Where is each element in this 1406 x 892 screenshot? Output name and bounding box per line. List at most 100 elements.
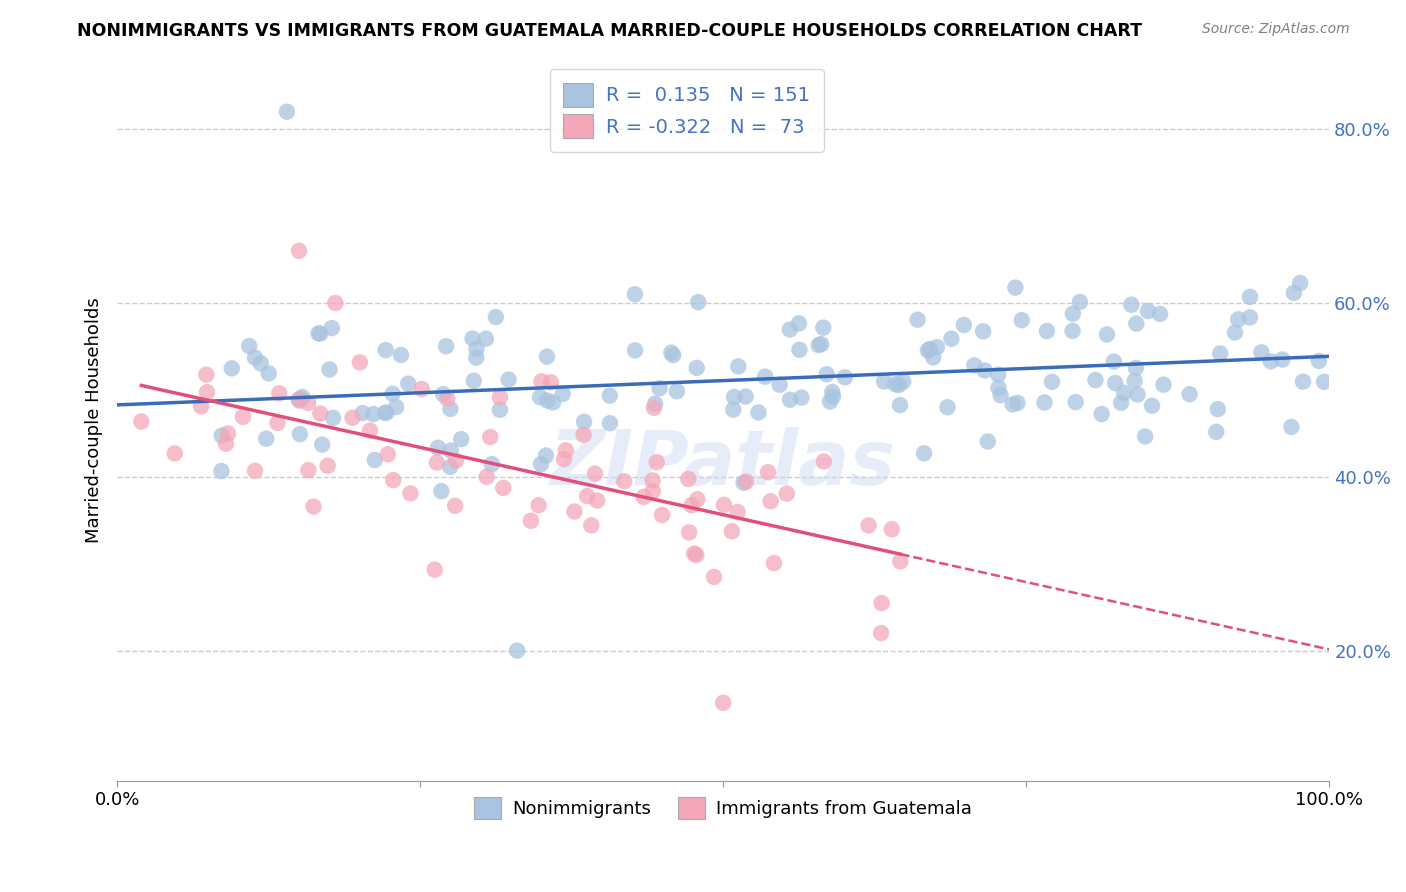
Point [243, 464, 266, 478]
Point [465, 351, 488, 365]
Point [1104, 376, 1126, 390]
Point [1282, 285, 1305, 300]
Point [1206, 402, 1229, 417]
Point [309, 326, 332, 341]
Point [564, 504, 586, 518]
Point [163, 446, 186, 460]
Point [485, 310, 508, 324]
Point [444, 453, 467, 467]
Point [723, 402, 745, 417]
Point [887, 378, 910, 392]
Point [530, 374, 553, 388]
Text: Source: ZipAtlas.com: Source: ZipAtlas.com [1202, 22, 1350, 37]
Point [551, 387, 574, 401]
Point [1004, 280, 1026, 294]
Point [776, 486, 799, 500]
Point [973, 363, 995, 377]
Point [243, 351, 266, 365]
Point [297, 396, 319, 410]
Point [599, 389, 621, 403]
Point [1133, 429, 1156, 443]
Point [987, 368, 1010, 382]
Point [530, 457, 553, 471]
Point [1001, 397, 1024, 411]
Point [734, 390, 756, 404]
Point [678, 525, 700, 540]
Point [963, 359, 986, 373]
Point [359, 424, 381, 438]
Point [953, 318, 976, 332]
Point [821, 390, 844, 404]
Point [972, 324, 994, 338]
Point [288, 393, 311, 408]
Point [665, 384, 688, 399]
Point [534, 449, 557, 463]
Point [990, 388, 1012, 402]
Point [318, 362, 340, 376]
Point [1036, 324, 1059, 338]
Point [540, 376, 562, 390]
Point [1125, 317, 1147, 331]
Point [211, 428, 233, 442]
Point [889, 554, 911, 568]
Point [276, 104, 298, 119]
Point [810, 337, 832, 351]
Point [269, 386, 291, 401]
Point [645, 455, 668, 469]
Point [287, 392, 309, 407]
Point [436, 392, 458, 406]
Point [1091, 407, 1114, 421]
Point [583, 467, 606, 481]
Point [131, 415, 153, 429]
Point [249, 356, 271, 370]
Point [381, 387, 404, 401]
Point [342, 410, 364, 425]
Point [572, 427, 595, 442]
Point [481, 457, 503, 471]
Point [426, 456, 449, 470]
Point [821, 385, 844, 400]
Point [1033, 395, 1056, 409]
Point [529, 390, 551, 404]
Point [834, 370, 856, 384]
Point [659, 345, 682, 359]
Point [389, 348, 412, 362]
Point [309, 407, 332, 421]
Point [352, 406, 374, 420]
Point [643, 401, 665, 415]
Point [374, 406, 396, 420]
Point [870, 626, 893, 640]
Point [858, 518, 880, 533]
Point [1281, 420, 1303, 434]
Text: NONIMMIGRANTS VS IMMIGRANTS FROM GUATEMALA MARRIED-COUPLE HOUSEHOLDS CORRELATION: NONIMMIGRANTS VS IMMIGRANTS FROM GUATEMA… [77, 22, 1142, 40]
Point [349, 355, 371, 369]
Point [891, 375, 914, 389]
Point [321, 321, 343, 335]
Point [475, 332, 498, 346]
Point [325, 296, 347, 310]
Point [489, 390, 512, 404]
Point [1239, 290, 1261, 304]
Point [987, 381, 1010, 395]
Point [576, 489, 599, 503]
Point [238, 339, 260, 353]
Point [439, 459, 461, 474]
Point [681, 498, 703, 512]
Point [311, 437, 333, 451]
Point [633, 490, 655, 504]
Point [641, 474, 664, 488]
Point [492, 481, 515, 495]
Point [553, 452, 575, 467]
Point [541, 395, 564, 409]
Point [1239, 310, 1261, 325]
Point [463, 374, 485, 388]
Point [195, 368, 218, 382]
Point [302, 500, 325, 514]
Point [375, 406, 398, 420]
Point [461, 331, 484, 345]
Point [581, 518, 603, 533]
Point [889, 398, 911, 412]
Point [662, 348, 685, 362]
Point [411, 382, 433, 396]
Point [1007, 396, 1029, 410]
